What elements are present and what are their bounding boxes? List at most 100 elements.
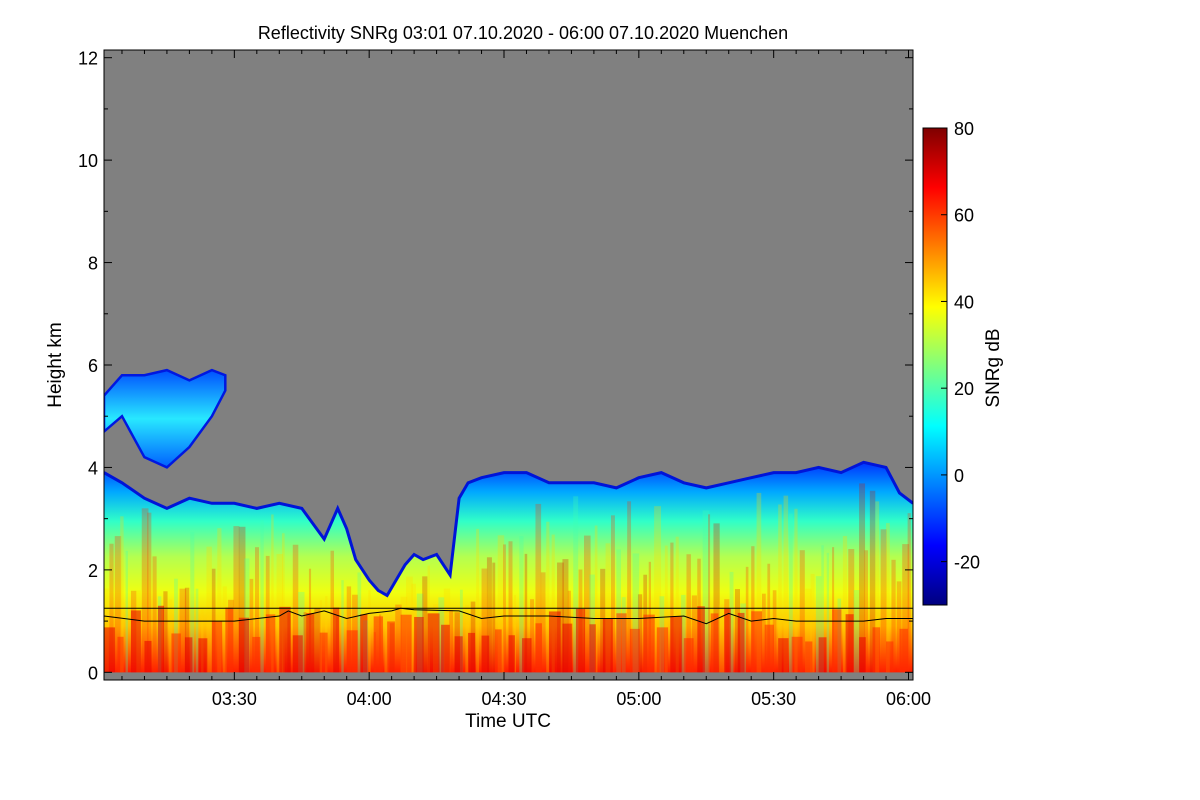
echo-stripe [729,571,734,673]
echo-stripe [632,553,640,673]
echo-core [427,613,440,673]
echo-stripe [551,534,555,673]
echo-core [859,637,866,673]
echo-core [872,627,881,673]
echo-core [845,614,854,673]
colorbar-tick-label: 20 [954,379,974,399]
colorbar-tick-label: 80 [954,119,974,139]
echo-stripe [573,496,579,673]
echo-stripe [357,572,362,673]
echo-core [373,616,384,673]
echo-core [643,614,655,673]
y-tick-label: 8 [88,254,98,274]
echo-stripe [222,586,227,673]
echo-core [252,636,261,673]
echo-stripe [848,549,855,673]
echo-stripe [497,535,505,673]
echo-stripe [702,510,710,673]
colorbar-gradient [922,127,948,606]
echo-stripe [616,549,622,673]
echo-core [238,617,250,673]
echo-stripe [168,599,173,673]
echo-stripe [411,583,416,673]
y-tick-label: 4 [88,458,98,478]
echo-stripe [805,588,812,673]
echo-stripe [271,514,274,673]
colorbar-label: SNRg dB [983,328,1004,407]
echo-stripe [395,604,402,673]
echo-stripe [152,556,157,673]
echo-stripe [190,532,195,673]
echo-core [683,638,694,673]
echo-stripe [670,542,674,673]
echo-stripe [562,559,569,673]
x-tick-label: 06:00 [886,689,931,709]
echo-stripe [125,550,128,673]
echo-stripe [853,590,860,673]
echo-core [575,608,586,673]
echo-core [656,627,669,673]
echo-stripe [756,492,762,673]
echo-core [548,611,561,673]
echo-stripe [163,591,168,673]
echo-core [414,616,424,673]
echo-stripe [147,512,152,673]
echo-stripe [815,576,822,673]
echo-stripe [799,550,805,673]
echo-stripe [842,535,848,673]
x-tick-label: 03:30 [212,689,257,709]
echo-stripe [481,568,488,673]
echo-stripe [718,604,726,673]
x-axis: 03:30 04:00 04:30 05:00 05:30 06:00 [121,50,931,709]
x-tick-label: 05:30 [751,689,796,709]
echo-core [333,607,340,673]
echo-stripe [530,599,535,673]
echo-core [481,635,490,673]
echo-stripe [896,581,902,673]
echo-core [737,612,745,673]
echo-core [306,613,315,673]
echo-stripe [206,546,212,673]
echo-stripe [540,572,546,673]
echo-core [319,632,328,673]
echo-stripe [486,557,492,673]
echo-stripe [891,559,896,673]
echo-stripe [713,523,720,673]
echo-core [225,607,234,673]
echo-stripe [346,586,352,673]
echo-stripe [864,550,868,673]
echo-core [886,641,894,673]
echo-stripe [211,568,216,673]
echo-stripe [600,568,606,673]
echo-stripe [524,553,528,673]
echo-core [265,614,276,673]
echo-stripe [508,541,513,673]
echo-stripe [751,546,755,673]
echo-stripe [459,589,463,673]
echo-core [104,627,116,673]
echo-stripe [637,594,643,673]
echo-core [899,628,908,673]
y-axis: 0 2 4 6 8 10 12 [78,49,913,683]
echo-stripe [368,590,371,673]
echo-stripe [314,608,321,673]
echo-core [171,633,181,673]
chart-title: Reflectivity SNRg 03:01 07.10.2020 - 06:… [258,23,788,43]
echo-stripe [244,558,250,673]
echo-core [454,636,463,673]
echo-stripe [584,535,591,673]
echo-core [710,613,719,673]
echo-stripe [654,506,662,673]
echo-core [751,611,763,673]
echo-core [117,636,124,673]
echo-core [184,637,193,673]
echo-core [629,628,640,673]
x-tick-label: 05:00 [616,689,661,709]
echo-core [441,624,450,673]
echo-core [292,635,303,673]
colorbar-tick-label: 0 [954,466,964,486]
y-tick-label: 2 [88,561,98,581]
x-tick-label: 04:00 [347,689,392,709]
upper-cloud-area [104,368,227,469]
echo-core [535,623,542,673]
